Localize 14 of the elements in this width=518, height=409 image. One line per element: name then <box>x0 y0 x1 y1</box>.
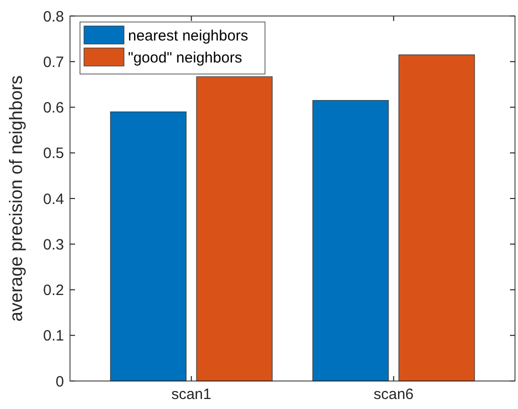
y-tick-label: 0.7 <box>43 54 64 71</box>
y-axis-title: average precision of neighbors <box>6 75 26 322</box>
y-tick-label: 0.8 <box>43 8 64 26</box>
y-tick-label: 0.4 <box>43 190 64 208</box>
y-tick-label: 0.5 <box>43 145 64 162</box>
legend-label: nearest neighbors <box>128 27 248 44</box>
y-tick-label: 0 <box>56 373 64 390</box>
x-tick-label: scan1 <box>171 386 212 403</box>
y-tick-label: 0.1 <box>43 328 64 345</box>
x-tick-label: scan6 <box>374 386 414 403</box>
y-tick-label: 0.6 <box>43 100 64 116</box>
legend-label: "good" neighbors <box>128 49 242 66</box>
y-tick-label: 0.2 <box>43 282 64 299</box>
y-tick-label: 0.3 <box>43 236 64 254</box>
